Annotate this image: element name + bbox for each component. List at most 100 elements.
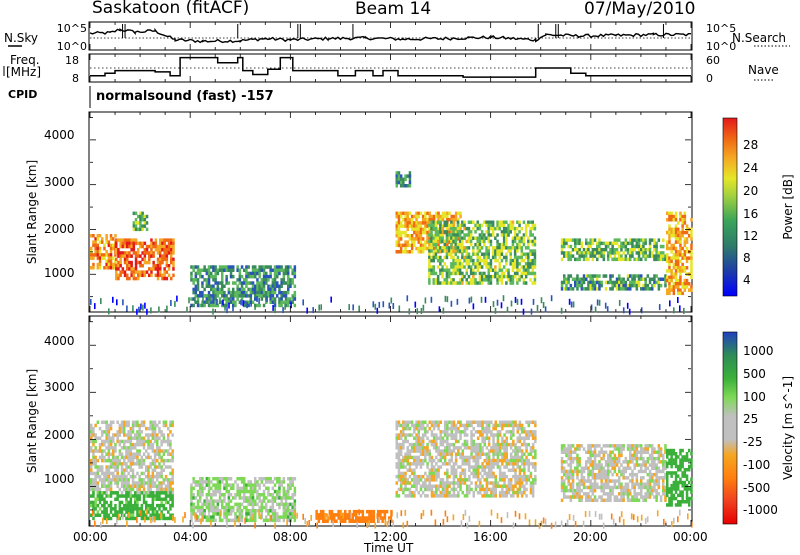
data-pixel xyxy=(250,487,253,491)
data-pixel xyxy=(684,244,687,248)
data-pixel xyxy=(468,221,471,225)
data-pixel xyxy=(517,440,520,444)
data-pixel xyxy=(662,254,665,258)
data-pixel xyxy=(451,488,454,492)
data-pixel xyxy=(655,281,658,285)
data-pixel xyxy=(514,424,517,428)
data-pixel xyxy=(457,262,460,266)
data-pixel xyxy=(433,259,436,263)
data-pixel xyxy=(138,449,141,453)
data-pixel xyxy=(201,509,204,513)
data-pixel xyxy=(112,475,115,479)
data-pixel xyxy=(523,465,526,469)
data-pixel xyxy=(684,240,687,244)
data-pixel xyxy=(101,433,104,437)
data-pixel xyxy=(444,262,447,266)
data-pixel xyxy=(455,427,458,431)
data-pixel xyxy=(581,245,584,249)
data-pixel xyxy=(620,254,623,258)
data-pixel xyxy=(163,498,166,502)
data-pixel xyxy=(285,503,288,507)
data-pixel xyxy=(112,237,115,241)
data-pixel xyxy=(112,462,115,466)
data-pixel xyxy=(97,250,100,254)
data-pixel xyxy=(468,462,471,466)
data-pixel xyxy=(481,240,484,244)
data-pixel xyxy=(105,453,108,457)
data-pixel xyxy=(92,256,95,260)
data-pixel xyxy=(614,242,617,246)
data-pixel xyxy=(225,281,228,285)
data-pixel xyxy=(457,430,460,434)
data-pixel xyxy=(462,459,465,463)
data-pixel xyxy=(518,256,521,260)
data-pixel xyxy=(677,288,680,292)
data-pixel xyxy=(256,496,259,500)
data-pixel xyxy=(274,285,277,289)
data-pixel xyxy=(171,494,174,498)
data-pixel xyxy=(320,304,322,310)
data-pixel xyxy=(578,242,581,246)
data-pixel xyxy=(258,506,261,510)
data-pixel xyxy=(503,481,506,485)
data-pixel xyxy=(141,258,144,262)
data-pixel xyxy=(154,459,157,463)
data-pixel xyxy=(529,259,532,263)
data-pixel xyxy=(291,483,294,487)
data-pixel xyxy=(532,269,535,273)
data-pixel xyxy=(115,264,118,268)
data-pixel xyxy=(431,456,434,460)
data-pixel xyxy=(479,485,482,489)
data-pixel xyxy=(272,519,275,523)
data-pixel xyxy=(127,437,129,441)
data-pixel xyxy=(169,446,172,450)
data-pixel xyxy=(135,261,138,265)
data-pixel xyxy=(455,259,458,263)
data-pixel xyxy=(437,421,440,425)
data-pixel xyxy=(479,421,482,425)
data-pixel xyxy=(404,247,407,251)
data-pixel xyxy=(677,282,680,286)
data-pixel xyxy=(466,262,469,266)
data-pixel xyxy=(287,281,290,285)
data-pixel xyxy=(108,453,111,457)
data-pixel xyxy=(585,248,588,252)
data-pixel xyxy=(101,485,104,489)
data-pixel xyxy=(642,284,645,288)
data-pixel xyxy=(479,249,482,253)
data-pixel xyxy=(481,233,484,237)
data-pixel xyxy=(510,230,513,234)
data-pixel xyxy=(457,485,460,489)
data-pixel xyxy=(472,262,475,266)
data-pixel xyxy=(134,498,137,502)
data-pixel xyxy=(415,485,418,489)
data-pixel xyxy=(429,478,432,482)
data-pixel xyxy=(507,233,510,237)
data-pixel xyxy=(278,483,281,487)
data-pixel xyxy=(147,478,150,482)
data-pixel xyxy=(122,242,125,246)
data-pixel xyxy=(144,303,146,309)
data-pixel xyxy=(384,510,387,514)
data-pixel xyxy=(335,513,338,517)
data-pixel xyxy=(383,301,385,307)
data-pixel xyxy=(147,427,150,431)
data-pixel xyxy=(97,491,100,495)
data-pixel xyxy=(190,487,193,491)
data-pixel xyxy=(245,499,248,503)
data-pixel xyxy=(283,515,286,519)
data-pixel xyxy=(534,433,537,437)
data-pixel xyxy=(668,247,671,251)
data-pixel xyxy=(160,449,163,453)
data-pixel xyxy=(517,446,520,450)
data-pixel xyxy=(435,224,438,228)
data-pixel xyxy=(210,509,213,513)
data-pixel xyxy=(649,238,652,242)
data-pixel xyxy=(404,224,407,228)
data-pixel xyxy=(455,462,458,466)
data-pixel xyxy=(481,297,483,303)
data-pixel xyxy=(269,285,272,289)
data-pixel xyxy=(450,221,453,225)
data-pixel xyxy=(206,496,209,500)
data-pixel xyxy=(585,242,588,246)
